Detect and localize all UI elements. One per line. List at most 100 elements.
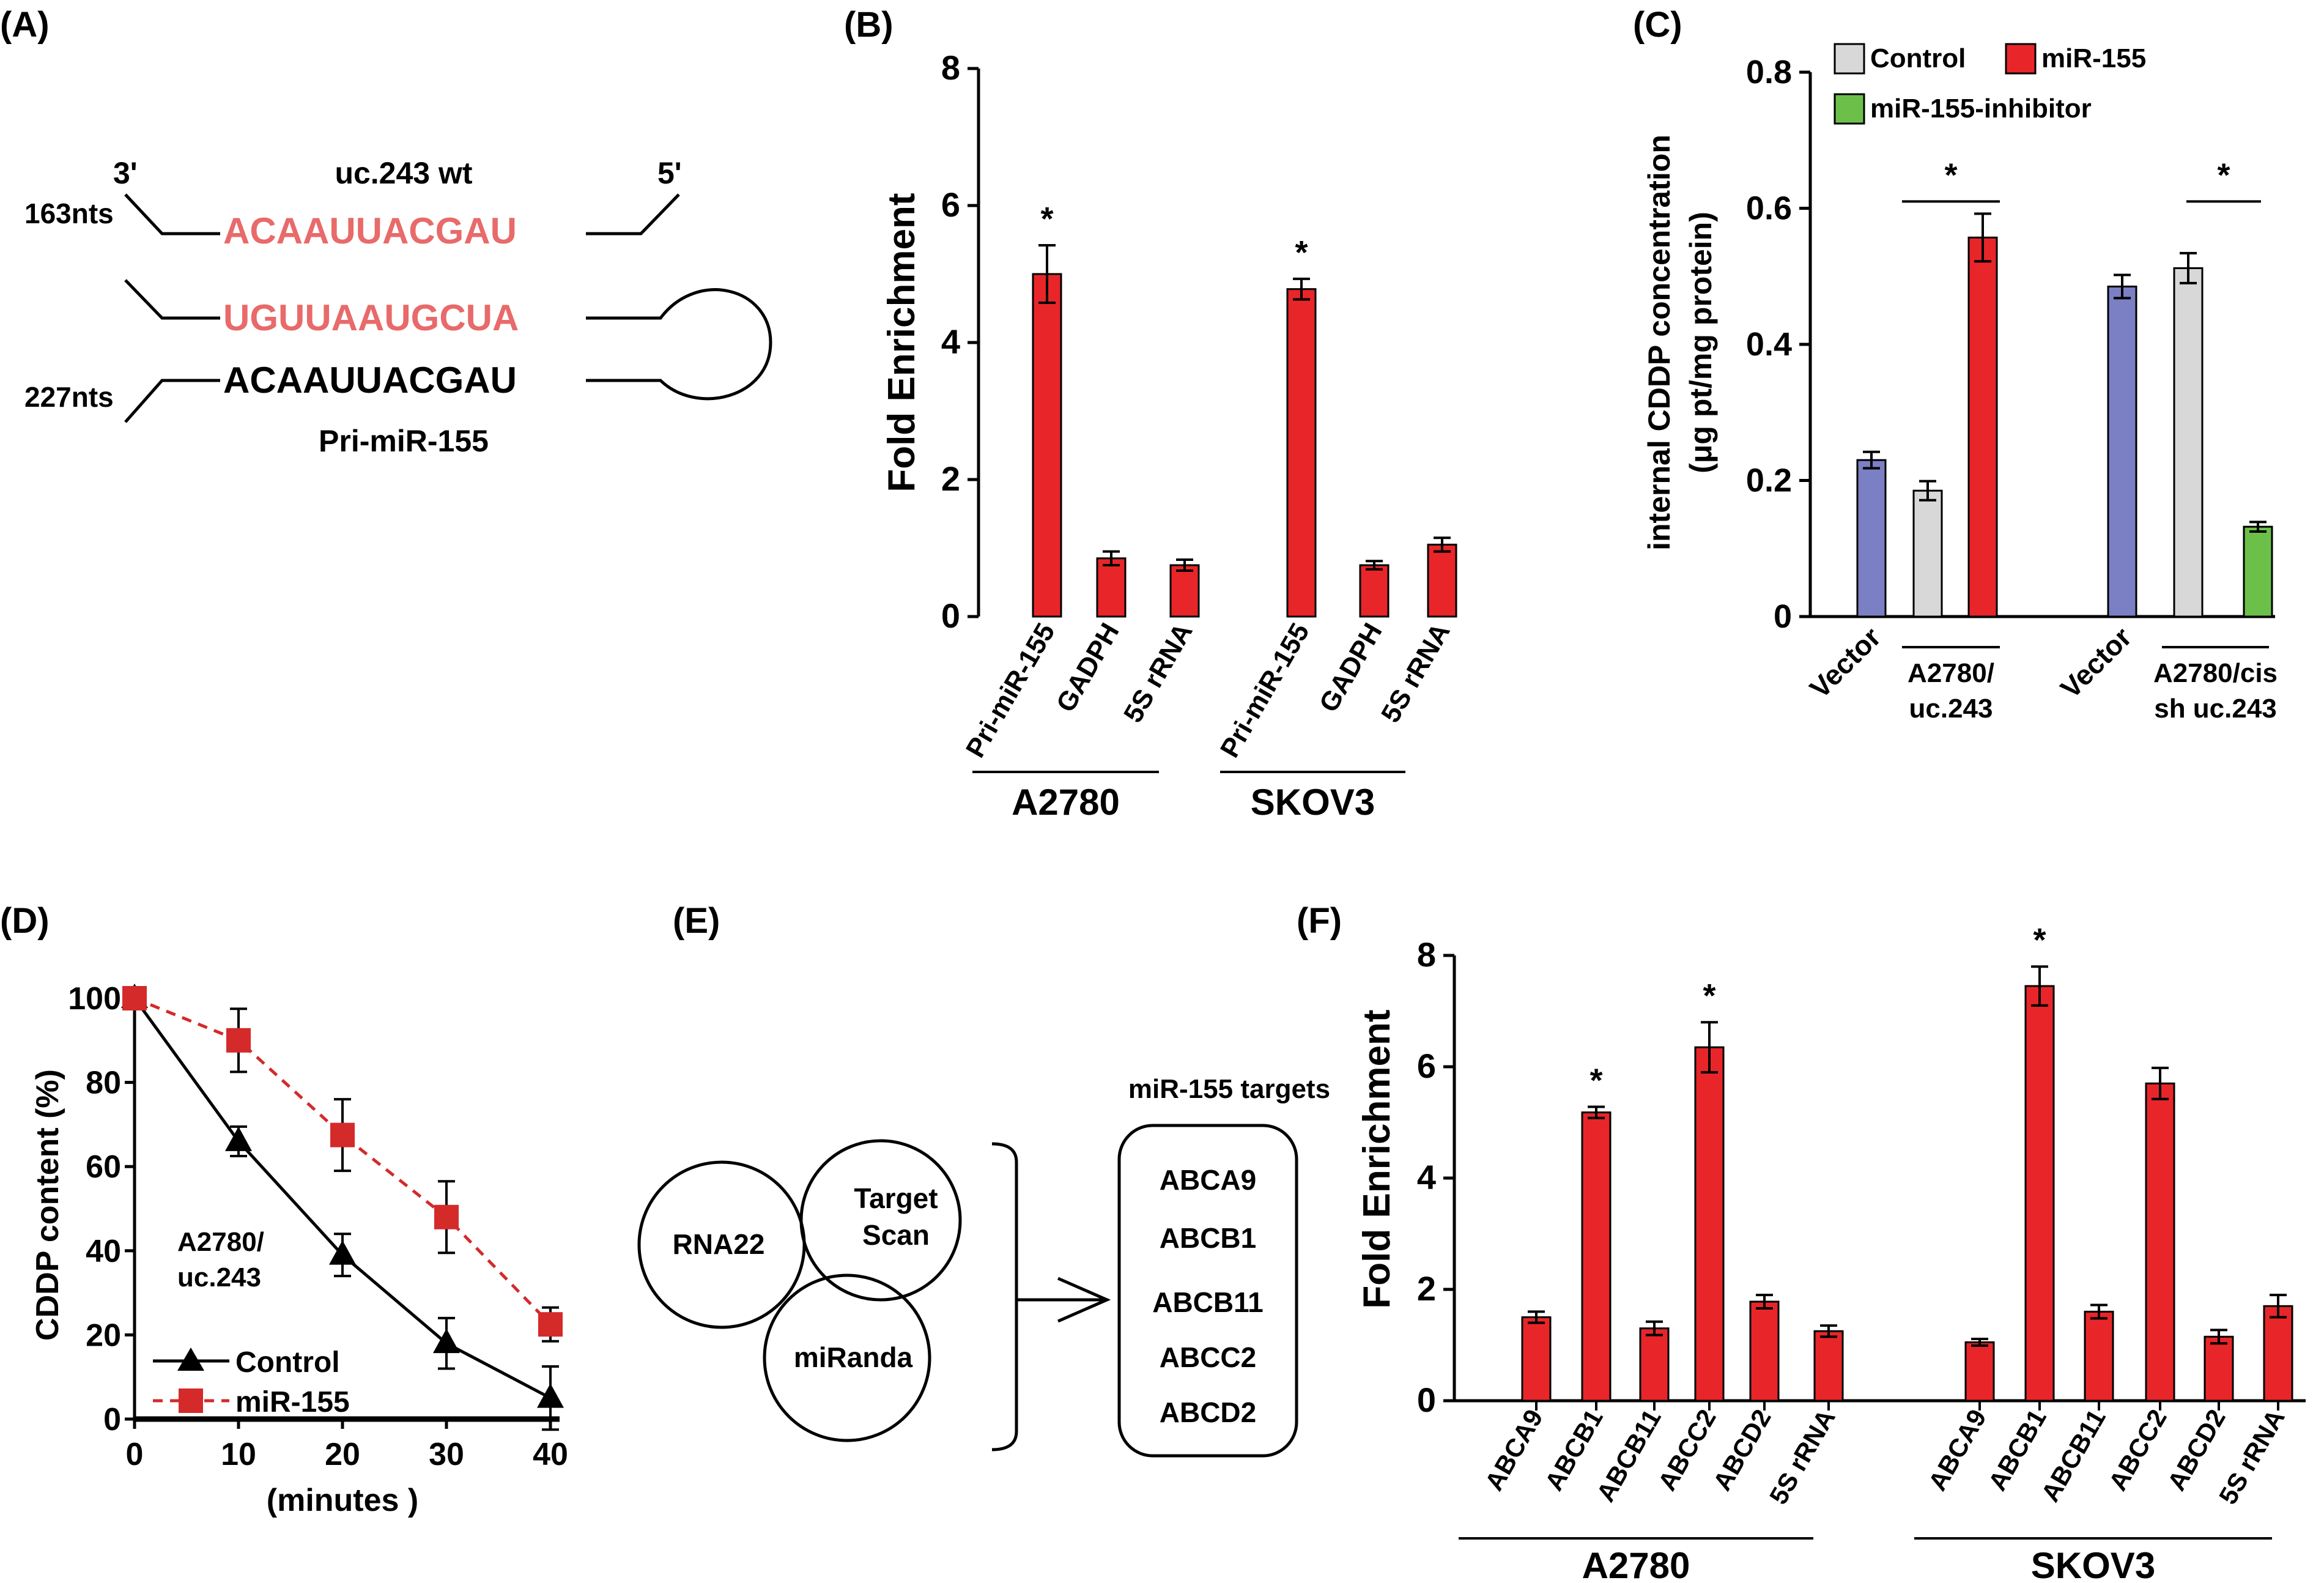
y-tick-label: 4	[1417, 1158, 1436, 1196]
panel-e-label: (E)	[673, 901, 720, 941]
panel-f-label: (F)	[1297, 901, 1342, 941]
x-tick-label: GADPH	[1051, 618, 1125, 717]
x-tick-label: 20	[325, 1437, 360, 1472]
pri-mir-lower-strand	[124, 379, 220, 423]
series-line-mir155	[134, 996, 552, 1325]
x-tick-label: Vector	[2054, 621, 2137, 704]
legend-swatch	[1834, 93, 1865, 125]
bar	[1521, 1316, 1552, 1402]
data-point-control	[329, 1240, 356, 1265]
legend-label: miR-155-inhibitor	[1870, 94, 2092, 124]
x-tick-label: GADPH	[1314, 618, 1388, 717]
x-tick-label: 30	[429, 1437, 464, 1472]
venn-label-scan: Scan	[862, 1219, 930, 1251]
bar-vector	[2107, 285, 2137, 618]
cell-line-annotation: uc.243	[177, 1262, 261, 1292]
panel-d-label: (D)	[0, 901, 50, 941]
legend-swatch	[1834, 43, 1865, 75]
bar	[1359, 564, 1390, 618]
target-item: ABCB1	[1160, 1222, 1256, 1254]
group-label: uc.243	[1909, 694, 1993, 724]
uc243-title: uc.243 wt	[335, 156, 472, 190]
bar	[2204, 1335, 2234, 1402]
legend-marker	[179, 1388, 203, 1413]
pri-mir-upper-strand	[124, 279, 220, 320]
significance-star: *	[1589, 1062, 1602, 1099]
y-tick-label: 20	[86, 1318, 121, 1353]
legend-label: Control	[1870, 43, 1966, 73]
targets-box	[1117, 1124, 1298, 1458]
five-prime-label: 5'	[657, 156, 682, 190]
bar	[1427, 543, 1457, 618]
data-point-mir155	[434, 1204, 459, 1229]
y-tick-label: 0.2	[1746, 462, 1792, 499]
bar	[1639, 1327, 1670, 1402]
bar	[1286, 288, 1317, 618]
panel-a: (A) 3' uc.243 wt 5' 163nts 227nts ACAAUU…	[0, 5, 772, 458]
bar	[2145, 1082, 2175, 1402]
y-tick-label: 6	[1417, 1047, 1436, 1085]
significance-star: *	[2217, 157, 2230, 193]
bar	[1581, 1111, 1612, 1402]
venn-circle-targetscan	[799, 1139, 962, 1302]
data-point-mir155	[122, 986, 147, 1010]
uc243-strand-line-left	[124, 193, 220, 235]
y-tick-label: 0	[1774, 598, 1792, 635]
uc243-sequence: ACAAUUACGAU	[223, 210, 517, 251]
significance-star: *	[1040, 201, 1053, 237]
group-label: A2780/cis	[2153, 658, 2278, 688]
venn-circle-miranda	[763, 1273, 931, 1442]
significance-star: *	[1944, 157, 1957, 193]
hairpin-loop	[586, 288, 772, 401]
y-tick-label: 80	[86, 1066, 121, 1101]
data-point-control	[537, 1383, 564, 1408]
panel-c-label: (C)	[1633, 5, 1682, 45]
legend-label: miR-155	[235, 1386, 350, 1418]
x-tick-label: Vector	[1804, 621, 1887, 704]
data-point-mir155	[538, 1312, 563, 1337]
y-tick-label: 2	[1417, 1269, 1436, 1308]
bar	[1032, 273, 1062, 618]
three-prime-label: 3'	[113, 156, 138, 190]
group-label: A2780	[1012, 782, 1120, 823]
y-tick-label: 40	[86, 1234, 121, 1269]
length-227-label: 227nts	[24, 381, 114, 413]
venn-label-target: Target	[854, 1182, 938, 1214]
x-tick-label: 5S rRNA	[1118, 618, 1199, 728]
group-label: A2780	[1582, 1545, 1690, 1583]
arrow-icon	[1016, 1277, 1111, 1323]
data-point-mir155	[330, 1122, 355, 1147]
x-tick-label: ABCA9	[1923, 1404, 1992, 1496]
bar	[1813, 1330, 1844, 1402]
bar	[2263, 1305, 2293, 1402]
bar	[2173, 267, 2204, 618]
mir155-seed-sequence: UGUUAAUGCUA	[223, 297, 519, 338]
target-item: ABCA9	[1160, 1164, 1256, 1196]
series-line-control	[133, 997, 552, 1399]
bar	[2243, 525, 2273, 618]
data-point-mir155	[226, 1028, 251, 1053]
data-point-control	[225, 1126, 252, 1151]
y-tick-label: 0	[1417, 1381, 1436, 1419]
venn-label-miranda: miRanda	[794, 1341, 913, 1373]
panel-a-label: (A)	[0, 5, 50, 45]
y-axis-title: internal CDDP concentration	[1642, 135, 1676, 551]
y-tick-label: 6	[941, 185, 960, 224]
targets-title: miR-155 targets	[1128, 1074, 1330, 1104]
significance-star: *	[2033, 922, 2046, 958]
bar-vector	[1856, 459, 1887, 618]
target-item: ABCB11	[1152, 1286, 1264, 1318]
y-tick-label: 0.8	[1746, 54, 1792, 91]
bar	[2024, 985, 2055, 1402]
bar	[1096, 557, 1127, 618]
bar	[2084, 1310, 2114, 1402]
legend-label: miR-155	[2041, 43, 2146, 73]
y-tick-label: 0	[941, 596, 960, 635]
group-label: sh uc.243	[2154, 694, 2277, 724]
x-tick-label: Pri-miR-155	[1215, 618, 1316, 763]
cell-line-annotation: A2780/	[177, 1227, 264, 1257]
y-tick-label: 0.4	[1746, 326, 1792, 363]
x-tick-label: 5S rRNA	[1375, 618, 1456, 728]
x-tick-label: 0	[126, 1437, 144, 1472]
x-tick-label: Pri-miR-155	[960, 618, 1061, 763]
